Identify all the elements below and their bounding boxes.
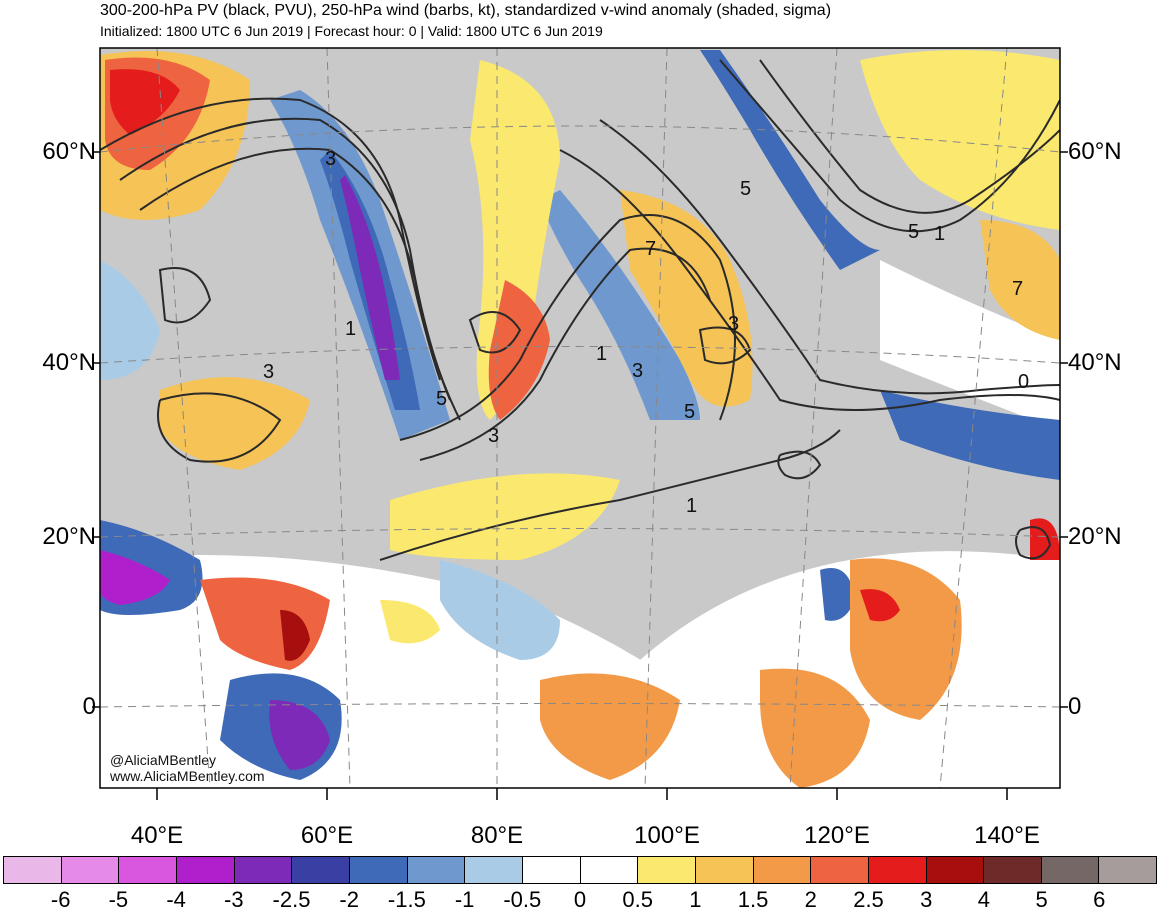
lat-label-40n-right: 40°N [1068,349,1122,376]
colorbar-tick-label: 4 [977,887,991,912]
lat-label-0-right: 0 [1068,693,1082,720]
contour-label: 1 [686,495,697,517]
colorbar-swatch [1099,857,1157,883]
colorbar-swatch [984,857,1042,883]
colorbar-tick-label: 0.5 [622,887,653,912]
colorbar-swatch [811,857,869,883]
colorbar-swatch [176,857,235,883]
lon-label-140e: 140°E [974,822,1040,849]
colorbar-swatch [695,857,754,883]
colorbar-swatch [119,857,177,883]
contour-label: 5 [684,401,695,423]
colorbar-tick-label: -2.5 [272,887,311,912]
lon-label-80e: 80°E [470,822,524,849]
colorbar-swatch [638,857,696,883]
colorbar-tick-label: -4 [166,887,186,912]
colorbar-tick-label: 0 [573,887,587,912]
contour-label: 3 [632,360,643,382]
contour-label: 0 [1018,371,1029,393]
colorbar-swatch [407,857,466,883]
colorbar-tick-label: -6 [50,887,71,912]
colorbar-swatch [61,857,120,883]
colorbar-swatch [1041,857,1100,883]
contour-label: 3 [263,361,274,383]
contour-label: 1 [596,343,607,365]
colorbar-swatch [926,857,985,883]
colorbar-swatch [868,857,927,883]
contour-label: 3 [488,425,499,447]
colorbar-swatch [522,857,581,883]
colorbar-tick-label: -5 [108,887,129,912]
colorbar-tick-label: 2.5 [853,887,884,912]
colorbar [3,856,1157,884]
colorbar-swatch [234,857,293,883]
pv-contours [100,59,1060,561]
colorbar-tick-label: 1.5 [737,887,769,912]
contour-label-group: 3 1 5 3 1 3 5 5 7 3 1 5 7 3 0 1 [263,148,1029,517]
map-frame [99,47,1061,789]
colorbar-swatch [292,857,350,883]
graticule [100,48,1060,788]
contour-label: 1 [934,223,945,245]
lat-label-60n-right: 60°N [1068,138,1122,165]
colorbar-tick-label: 5 [1035,887,1048,912]
colorbar-tick-label: -3 [224,887,244,912]
contour-label: 3 [325,148,336,170]
lon-label-60e: 60°E [300,822,354,849]
colorbar-swatch [4,857,62,883]
colorbar-tick-label: -2 [339,887,359,912]
colorbar-tick-label: -0.5 [503,887,542,912]
colorbar-tick-label: 3 [920,887,933,912]
colorbar-tick-label: 6 [1093,887,1106,912]
axis-ticks [92,151,1068,800]
credit-handle: @AliciaMBentley [110,752,217,768]
contour-label: 5 [908,221,919,243]
chart-subtitle: Initialized: 1800 UTC 6 Jun 2019 | Forec… [100,23,603,39]
lat-label-60n-left: 60°N [42,138,96,165]
credit-url: www.AliciaMBentley.com [110,768,265,784]
map-shading [100,48,1060,788]
colorbar-swatch [753,857,812,883]
chart-title: 300-200-hPa PV (black, PVU), 250-hPa win… [100,2,832,19]
lat-label-40n-left: 40°N [42,349,96,376]
contour-label: 3 [728,313,739,335]
colorbar-tick-label: 2 [804,887,817,912]
contour-label: 1 [345,318,356,340]
colorbar-swatch [580,857,639,883]
contour-label: 5 [436,388,447,410]
lon-label-100e: 100°E [634,822,700,849]
colorbar-swatch [349,857,408,883]
colorbar-tick-label: -1.5 [387,887,426,912]
colorbar-tick-label: 1 [689,887,702,912]
contour-label: 5 [740,178,751,200]
lon-label-120e: 120°E [804,822,870,849]
lat-label-20n-left: 20°N [42,523,96,550]
colorbar-swatch [465,857,523,883]
lat-label-20n-right: 20°N [1068,523,1122,550]
contour-label: 7 [645,238,656,260]
colorbar-tick-label: -1 [454,887,475,912]
contour-label: 7 [1012,278,1023,300]
lat-label-0-left: 0 [82,693,96,720]
lon-label-40e: 40°E [130,822,184,849]
